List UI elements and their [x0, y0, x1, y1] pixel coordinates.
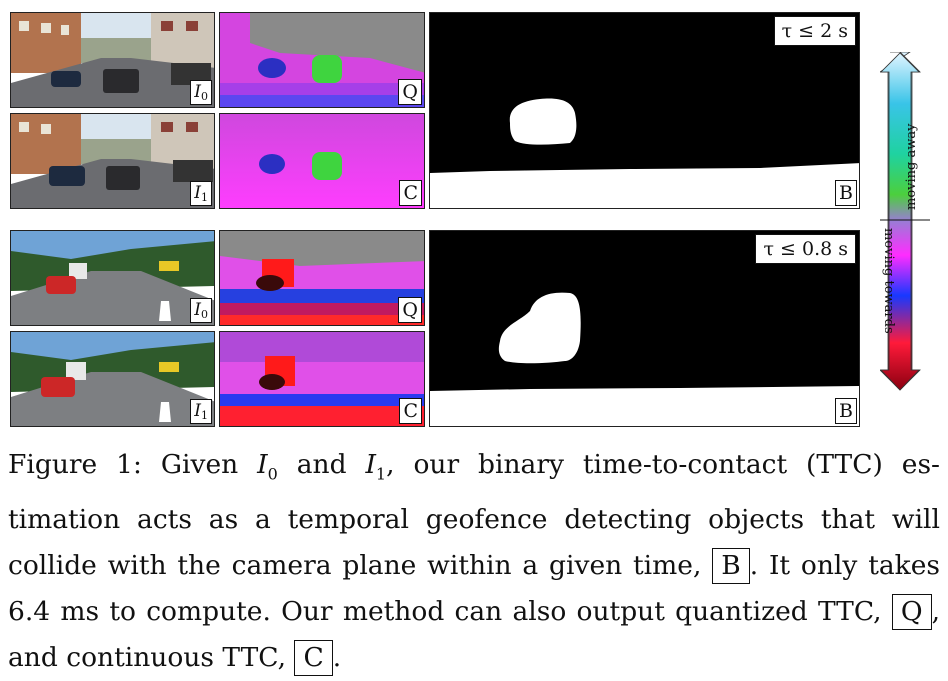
- binary-ttc-map-row1: τ ≤ 2 s B: [429, 12, 860, 209]
- caption-box-c: C: [294, 640, 333, 677]
- label-b: B: [835, 180, 857, 206]
- highway-scene-photo: [11, 332, 214, 426]
- highway-scene-photo: [11, 231, 214, 325]
- colorbar-label-away: moving away: [904, 123, 919, 210]
- colorbar-arrow: [878, 51, 930, 391]
- label-b: B: [835, 398, 857, 424]
- ttc-color-map: [220, 231, 424, 325]
- colorbar-label-towards: moving towards: [881, 228, 896, 334]
- caption-box-q: Q: [891, 594, 932, 631]
- street-scene-photo: [11, 114, 214, 208]
- label-i0: I0: [190, 80, 212, 105]
- ttc-color-map: [220, 332, 424, 426]
- continuous-ttc-map-row2: C: [219, 331, 425, 427]
- binary-ttc-map-row2: τ ≤ 0.8 s B: [429, 230, 860, 427]
- continuous-ttc-map-row1: C: [219, 113, 425, 209]
- threshold-label-row2: τ ≤ 0.8 s: [755, 234, 856, 264]
- caption-box-b: B: [712, 548, 750, 585]
- street-scene-photo: [11, 13, 214, 107]
- figure-caption: Figure 1: Given I0 and I1, our binary ti…: [8, 442, 940, 681]
- binary-mask: [430, 292, 859, 426]
- input-image-i0-row2: I0: [10, 230, 215, 326]
- label-c: C: [399, 180, 422, 206]
- ttc-color-map: [220, 114, 424, 208]
- ttc-colorbar: [878, 51, 930, 392]
- label-i1: I1: [190, 181, 212, 206]
- label-c: C: [399, 398, 422, 424]
- quantized-ttc-map-row2: Q: [219, 230, 425, 326]
- input-image-i1-row1: I1: [10, 113, 215, 209]
- label-q: Q: [398, 297, 422, 323]
- input-image-i0-row1: I0: [10, 12, 215, 108]
- binary-mask: [430, 98, 859, 208]
- quantized-ttc-map-row1: Q: [219, 12, 425, 108]
- input-image-i1-row2: I1: [10, 331, 215, 427]
- label-i0: I0: [190, 298, 212, 323]
- ttc-color-map: [220, 13, 424, 107]
- label-i1: I1: [190, 399, 212, 424]
- threshold-label-row1: τ ≤ 2 s: [773, 16, 856, 46]
- label-q: Q: [398, 79, 422, 105]
